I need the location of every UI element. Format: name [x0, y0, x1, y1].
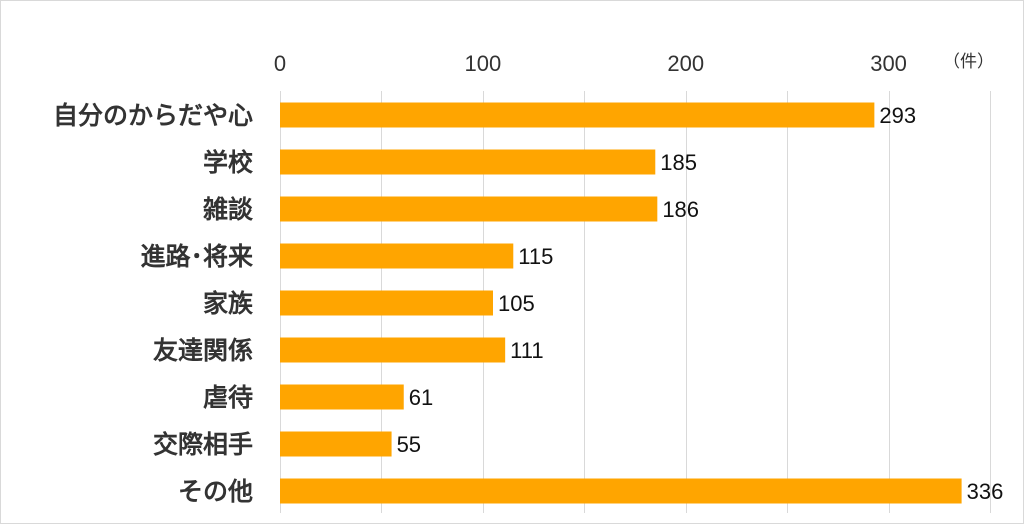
- x-tick-label: 0: [274, 51, 286, 76]
- category-label: 友達関係: [153, 336, 253, 365]
- category-label: 自分のからだや心: [53, 101, 253, 130]
- data-label: 55: [397, 432, 421, 457]
- x-tick-label: 100: [464, 51, 501, 76]
- data-label: 115: [518, 244, 553, 269]
- category-label: 家族: [203, 289, 254, 318]
- bars: [280, 102, 962, 504]
- category-label: 学校: [203, 148, 254, 177]
- data-label: 105: [498, 291, 535, 316]
- data-label: 61: [409, 385, 433, 410]
- bar: [280, 196, 658, 222]
- category-label: その他: [178, 477, 253, 506]
- bar: [280, 149, 656, 175]
- data-label: 185: [660, 150, 697, 175]
- data-label: 186: [662, 197, 699, 222]
- x-tick-label: 300: [870, 51, 907, 76]
- category-label: 雑談: [202, 195, 254, 224]
- x-axis-ticks: 0 100 200 300: [274, 51, 907, 76]
- bar: [280, 478, 962, 504]
- bar: [280, 243, 514, 269]
- category-label: 進路･将来: [140, 242, 254, 271]
- category-label: 交際相手: [153, 430, 253, 459]
- category-label: 虐待: [203, 383, 253, 412]
- unit-label: （件）: [943, 52, 994, 72]
- data-label: 111: [510, 338, 543, 363]
- bar: [280, 337, 506, 363]
- bar: [280, 290, 493, 316]
- bar: [280, 102, 875, 128]
- bar: [280, 384, 404, 410]
- data-label: 336: [967, 479, 1004, 504]
- x-tick-label: 200: [667, 51, 704, 76]
- data-labels: 293 185 186 115 105 111 61 55 336: [397, 103, 1004, 504]
- data-label: 293: [879, 103, 916, 128]
- bar: [280, 431, 392, 457]
